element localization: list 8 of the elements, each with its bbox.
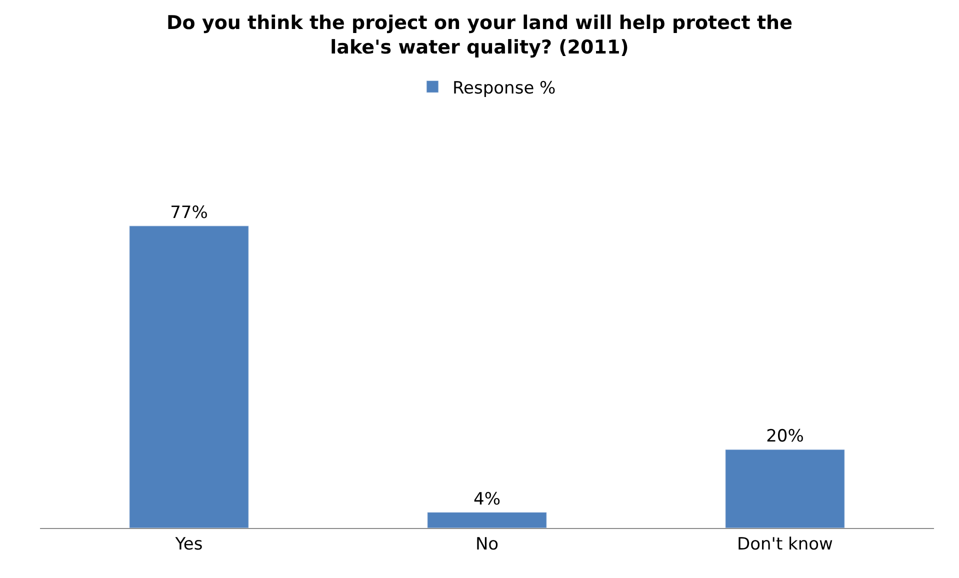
legend-label: Response % bbox=[452, 78, 556, 98]
data-label: 4% bbox=[474, 489, 500, 510]
chart-title: Do you think the project on your land will help protect the lake's water quality? (2011) bbox=[166, 12, 792, 59]
x-tick-label: No bbox=[475, 534, 499, 554]
data-label: 77% bbox=[170, 202, 208, 223]
x-tick-label: Don't know bbox=[737, 534, 834, 554]
data-label: 20% bbox=[766, 426, 804, 447]
x-tick-label: Yes bbox=[174, 534, 203, 554]
